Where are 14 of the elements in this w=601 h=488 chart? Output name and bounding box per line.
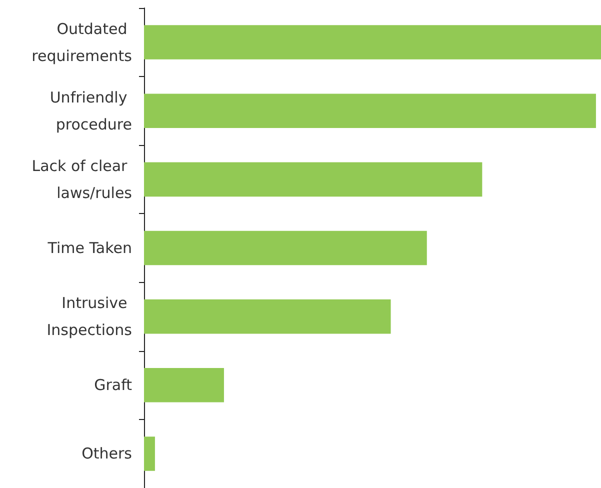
y-tick-label: Time Taken (46, 239, 132, 257)
y-tick-label: Graft (94, 376, 132, 394)
bar (144, 162, 482, 197)
bar (144, 368, 224, 402)
y-tick-label: Others (82, 444, 132, 463)
bar (144, 25, 601, 60)
y-tick-label: Unfriendly procedure (50, 88, 132, 134)
y-tick-label: Lack of clear laws/rules (32, 156, 132, 202)
bar (144, 299, 391, 334)
y-tick-label: Outdated requirements (32, 20, 132, 65)
bar (144, 230, 427, 266)
y-tick-label: Intrusive Inspections (46, 294, 132, 340)
bar (144, 94, 596, 128)
bar (144, 436, 155, 471)
